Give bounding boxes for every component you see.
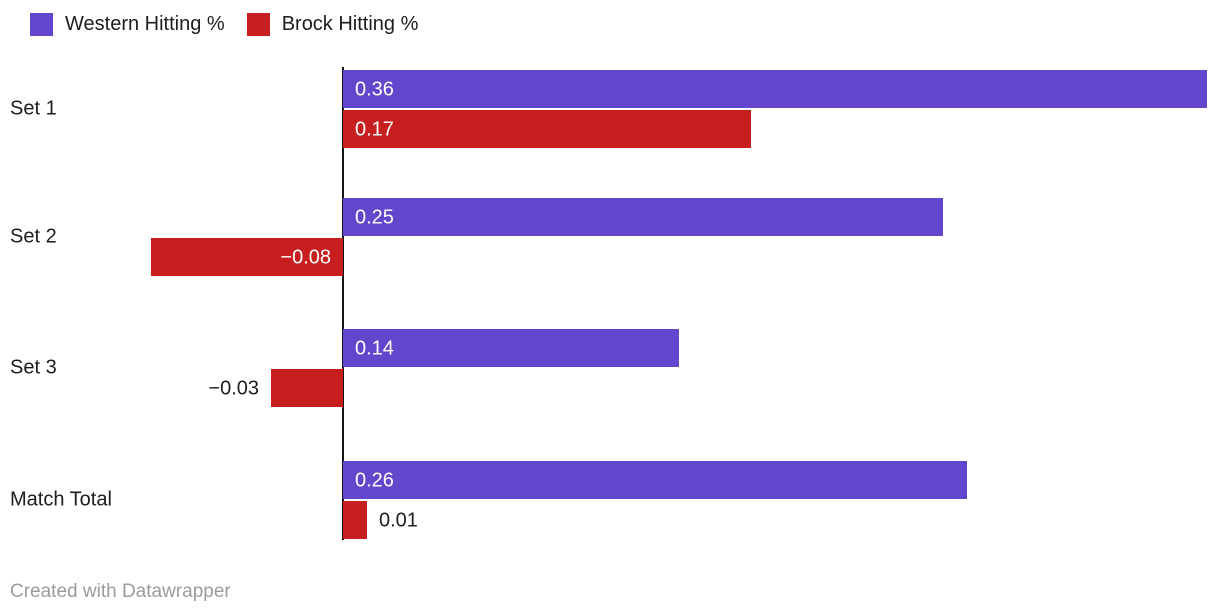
bar-western	[343, 70, 1207, 108]
category-label: Set 3	[10, 356, 57, 379]
bar-brock	[343, 501, 367, 539]
legend-label-brock: Brock Hitting %	[281, 13, 419, 35]
legend-label-western: Western Hitting %	[65, 13, 225, 35]
category-label: Set 1	[10, 97, 57, 120]
zero-axis-line	[342, 67, 344, 540]
bar-value-label: 0.26	[355, 469, 394, 492]
bar-value-label: 0.01	[379, 509, 418, 532]
bar-brock	[343, 110, 751, 148]
bar-value-label: 0.25	[355, 206, 394, 229]
category-label: Set 2	[10, 225, 57, 248]
bar-value-label: 0.14	[355, 337, 394, 360]
legend-item-western: Western Hitting %	[30, 13, 225, 36]
legend: Western Hitting % Brock Hitting %	[30, 13, 418, 36]
bar-value-label: −0.08	[280, 246, 331, 269]
bar-value-label: 0.17	[355, 118, 394, 141]
datawrapper-attribution-link[interactable]: Created with Datawrapper	[10, 581, 231, 602]
category-label: Match Total	[10, 488, 112, 511]
bar-brock	[151, 238, 343, 276]
bar-brock	[271, 369, 343, 407]
legend-item-brock: Brock Hitting %	[246, 13, 419, 36]
bar-western	[343, 198, 943, 236]
legend-swatch-western	[30, 13, 53, 36]
bar-value-label: 0.36	[355, 78, 394, 101]
legend-swatch-brock	[246, 13, 270, 36]
bar-western	[343, 329, 679, 367]
bar-value-label: −0.03	[208, 377, 259, 400]
bar-western	[343, 461, 967, 499]
plot-area: Set 1 0.36 0.17 Set 2 0.25 −0.08 Set 3 0.14 −0.0…	[10, 67, 1207, 540]
